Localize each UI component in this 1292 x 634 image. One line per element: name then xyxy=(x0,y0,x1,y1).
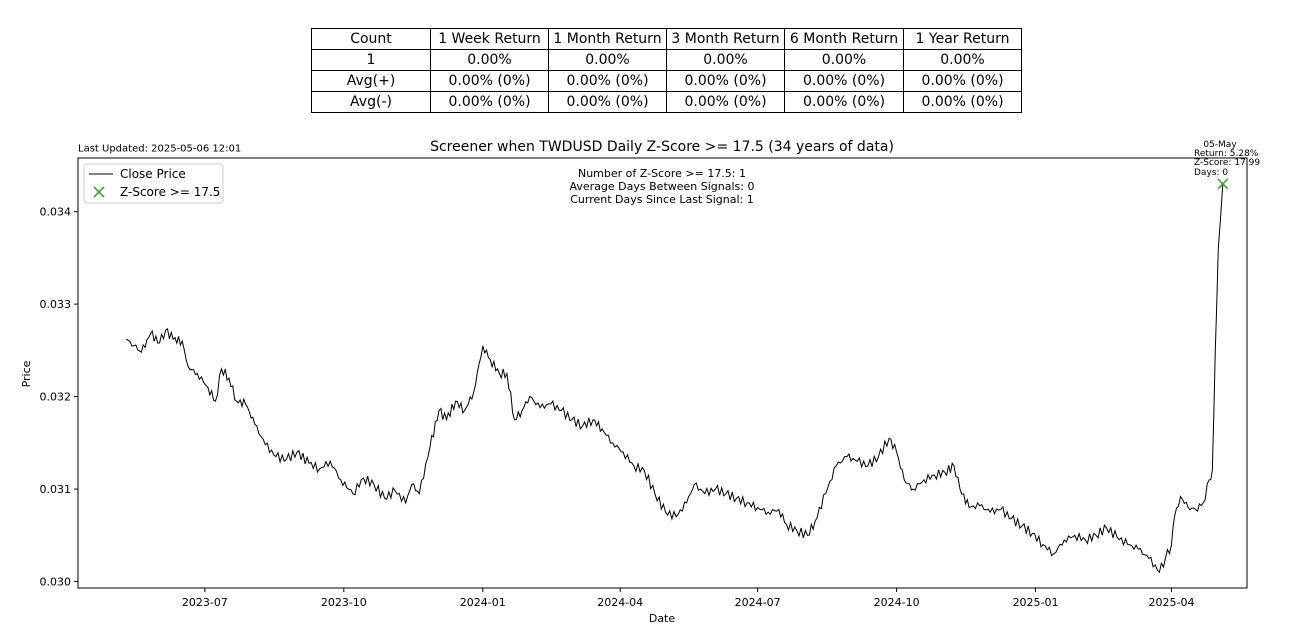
table-cell: 0.00% (0%) xyxy=(903,91,1022,113)
stats-line-current: Current Days Since Last Signal: 1 xyxy=(570,193,753,206)
x-tick-label: 2023-10 xyxy=(321,596,367,609)
x-tick-label: 2024-01 xyxy=(460,596,506,609)
annotation-date: 05-May xyxy=(1203,140,1237,150)
close-price-line xyxy=(126,183,1224,574)
x-axis-label: Date xyxy=(649,612,676,625)
x-tick-label: 2025-04 xyxy=(1148,596,1194,609)
legend-box xyxy=(83,163,224,204)
legend-label-zscore: Z-Score >= 17.5 xyxy=(120,185,220,199)
table-cell: 0.00% xyxy=(903,49,1022,71)
table-cell: 0.00% xyxy=(548,49,667,71)
y-axis-label: Price xyxy=(20,360,33,387)
x-tick-label: 2023-07 xyxy=(182,596,228,609)
y-tick-label: 0.031 xyxy=(40,483,72,496)
chart-title: Screener when TWDUSD Daily Z-Score >= 17… xyxy=(430,139,894,155)
y-tick-label: 0.032 xyxy=(40,391,72,404)
x-tick-label: 2024-10 xyxy=(874,596,920,609)
y-tick-label: 0.033 xyxy=(40,298,72,311)
table-cell: 0.00% (0%) xyxy=(548,91,667,113)
legend: Close Price Z-Score >= 17.5 xyxy=(83,163,224,204)
x-tick-label: 2024-07 xyxy=(735,596,781,609)
y-tick-label: 0.034 xyxy=(40,206,72,219)
stats-table: Count 1 Week Return 1 Month Return 3 Month … xyxy=(311,28,1022,113)
table-cell: 0.00% (0%) xyxy=(430,91,549,113)
table-cell: 0.00% (0%) xyxy=(784,70,904,92)
annotation-days: Days: 0 xyxy=(1194,168,1228,178)
stats-line-average: Average Days Between Signals: 0 xyxy=(570,180,755,193)
legend-label-close-price: Close Price xyxy=(120,167,186,181)
annotation-return: Return: 5.28% xyxy=(1194,149,1259,159)
legend-x-marker-icon xyxy=(93,186,105,198)
table-cell: Avg(-) xyxy=(311,91,431,113)
table-cell: 0.00% (0%) xyxy=(784,91,904,113)
x-tick-label: 2024-04 xyxy=(597,596,643,609)
table-cell: 0.00% xyxy=(666,49,785,71)
table-row: Avg(-) 0.00% (0%) 0.00% (0%) 0.00% (0%) 0.00… xyxy=(311,91,1022,113)
table-cell: 0.00% (0%) xyxy=(666,91,785,113)
stats-line-count: Number of Z-Score >= 17.5: 1 xyxy=(578,167,746,180)
signal-annotation: 05-May Return: 5.28% Z-Score: 17.99 Days… xyxy=(1194,140,1260,178)
y-tick-label: 0.030 xyxy=(40,576,72,589)
table-cell: 1 Year Return xyxy=(903,28,1022,50)
last-updated-label: Last Updated: 2025-05-06 12:01 xyxy=(78,144,241,155)
table-cell: 6 Month Return xyxy=(784,28,904,50)
table-header-row: Count 1 Week Return 1 Month Return 3 Month … xyxy=(311,28,1022,50)
table-cell: 0.00% (0%) xyxy=(666,70,785,92)
plot-area-frame xyxy=(77,157,1248,589)
table-cell: 0.00% (0%) xyxy=(903,70,1022,92)
signal-x-marker xyxy=(1217,178,1229,190)
signal-stats: Number of Z-Score >= 17.5: 1 Average Day… xyxy=(570,167,755,206)
annotation-zscore: Z-Score: 17.99 xyxy=(1194,158,1260,168)
x-tick-label: 2025-01 xyxy=(1013,596,1059,609)
